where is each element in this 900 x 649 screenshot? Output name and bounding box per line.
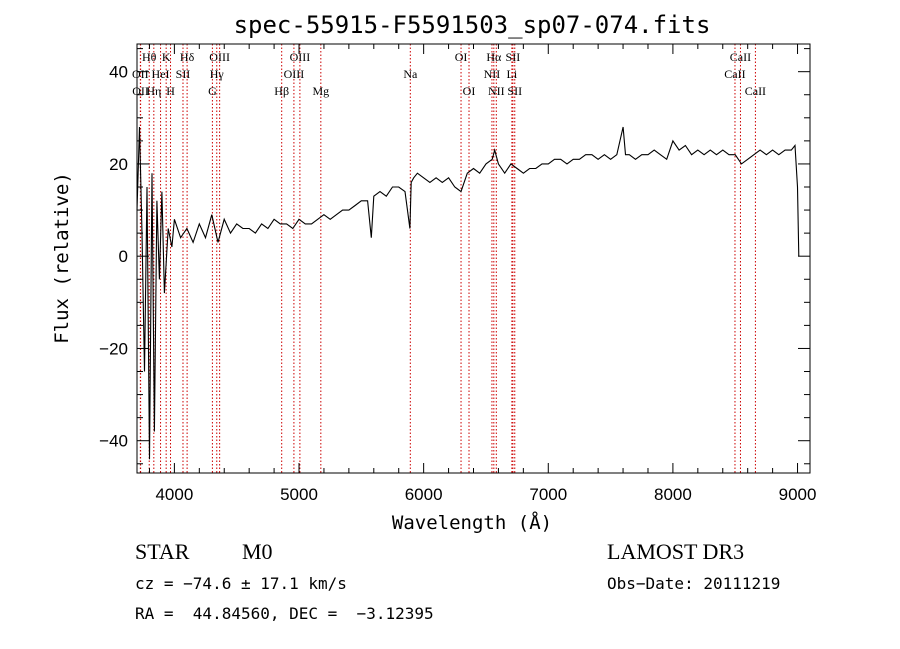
chart-title: spec-55915-F5591503_sp07-074.fits (234, 11, 711, 39)
x-axis-label: Wavelength (Å) (392, 511, 552, 534)
observation-date: Obs−Date: 20111219 (607, 574, 781, 593)
coordinates: RA = 44.84560, DEC = −3.12395 (135, 604, 434, 623)
line-label-0: Hθ (142, 50, 157, 64)
line-label-20: Hα (486, 50, 502, 64)
line-label-17: OI (455, 50, 468, 64)
line-label-9: G (208, 84, 217, 98)
spectral-line-labels: HθOIIOIIHηHeIKHSIIHδGHγOIIIHβOIIIOIIIMgN… (132, 50, 766, 98)
x-tick-label-6000: 6000 (405, 485, 443, 504)
line-label-18: OI (463, 84, 476, 98)
line-label-21: NII (488, 84, 505, 98)
line-label-22: Li (507, 67, 518, 81)
line-label-15: Mg (312, 84, 329, 98)
y-tick-label-0: 0 (119, 247, 128, 266)
y-axis: −40 −20 0 20 40 (99, 48, 810, 465)
line-label-3: Hη (146, 84, 161, 98)
line-label-10: Hγ (210, 67, 225, 81)
redshift-velocity: cz = −74.6 ± 17.1 km/s (135, 574, 347, 593)
y-tick-label--20: −20 (99, 339, 128, 358)
line-label-6: H (166, 84, 175, 98)
line-label-11: OIII (209, 50, 230, 64)
line-label-19: NII (484, 67, 501, 81)
line-label-27: CaII (745, 84, 766, 98)
y-tick-label-20: 20 (109, 155, 128, 174)
x-tick-label-5000: 5000 (280, 485, 318, 504)
y-tick-label--40: −40 (99, 432, 128, 451)
object-subclass: M0 (242, 539, 273, 564)
y-axis-label: Flux (relative) (51, 172, 73, 344)
line-label-16: Na (403, 67, 418, 81)
line-label-26: CaII (730, 50, 751, 64)
object-class: STAR (135, 539, 190, 564)
y-tick-label-40: 40 (109, 63, 128, 82)
line-label-14: OIII (290, 50, 311, 64)
plot-frame (136, 43, 811, 474)
x-tick-label-4000: 4000 (155, 485, 193, 504)
spectrum-series (136, 126, 800, 460)
x-tick-label-8000: 8000 (654, 485, 692, 504)
x-tick-label-7000: 7000 (529, 485, 567, 504)
survey-name: LAMOST DR3 (607, 539, 745, 564)
line-label-8: Hδ (180, 50, 195, 64)
line-label-1: OII (132, 67, 149, 81)
line-label-13: OIII (284, 67, 305, 81)
line-label-12: Hβ (274, 84, 289, 98)
line-label-23: SII (506, 50, 521, 64)
line-label-24: SII (507, 84, 522, 98)
x-axis: 4000 5000 6000 7000 8000 9000 (148, 44, 817, 504)
x-tick-label-9000: 9000 (779, 485, 817, 504)
line-label-25: CaII (724, 67, 745, 81)
line-label-7: SII (176, 67, 191, 81)
line-label-2: OII (132, 84, 149, 98)
spectral-line-markers (139, 44, 756, 473)
line-label-4: HeI (152, 67, 170, 81)
line-label-5: K (162, 50, 171, 64)
